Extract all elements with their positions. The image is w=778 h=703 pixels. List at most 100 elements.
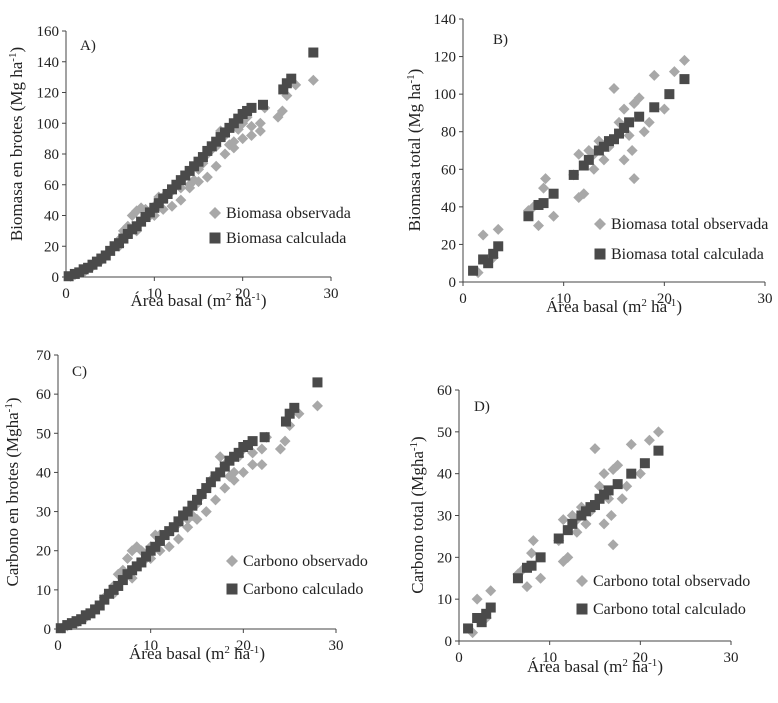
data-point-calculated (173, 516, 184, 527)
data-point-observed (643, 434, 655, 446)
legend-label: Carbono total observado (593, 573, 750, 590)
y-tick-label: 50 (36, 426, 51, 442)
data-point-observed (643, 116, 655, 128)
data-point-observed (210, 160, 222, 172)
data-point-calculated (639, 458, 650, 469)
legend-label: Carbono observado (243, 553, 368, 570)
legend: Carbono observado Carbono calculado (226, 553, 368, 598)
data-point-calculated (219, 461, 230, 472)
legend-label: Biomasa total observada (611, 216, 768, 233)
legend: Biomasa observada Biomasa calculada (209, 205, 351, 247)
y-tick-label: 40 (441, 200, 456, 216)
y-tick-label: 50 (437, 425, 452, 441)
data-point-calculated (533, 199, 544, 210)
data-point-observed (607, 463, 619, 475)
data-point-calculated (94, 600, 105, 611)
data-point-calculated (526, 560, 537, 571)
data-point-calculated (568, 169, 579, 180)
y-tick-label: 160 (37, 24, 60, 40)
data-point-observed (228, 136, 240, 148)
y-tick-label: 30 (36, 505, 51, 521)
data-point-observed (307, 74, 319, 86)
data-point-observed (618, 103, 630, 115)
y-tick-label: 70 (36, 348, 51, 364)
data-point-calculated (224, 455, 235, 466)
data-point-calculated (180, 170, 191, 181)
data-point-observed (237, 133, 249, 145)
data-point-calculated (113, 580, 124, 591)
data-point-calculated (493, 241, 504, 252)
y-axis-title: Biomasa en brotes (Mg ha-1) (7, 47, 26, 241)
y-tick-label: 60 (44, 178, 59, 194)
data-point-observed (274, 443, 286, 455)
data-point-observed (526, 547, 538, 559)
data-point-calculated (233, 447, 244, 458)
y-tick-label: 40 (36, 465, 51, 481)
data-point-observed (538, 182, 550, 194)
data-point-calculated (100, 250, 111, 261)
data-point-observed (122, 553, 133, 565)
data-point-calculated (488, 248, 499, 259)
data-point-calculated (178, 510, 189, 521)
data-point-observed (625, 438, 637, 450)
x-tick-label: 30 (724, 650, 739, 666)
data-point-observed (634, 468, 646, 480)
data-point-calculated (83, 262, 94, 273)
data-point-observed (621, 480, 633, 492)
x-tick-label: 30 (324, 286, 339, 302)
data-point-observed (594, 480, 606, 492)
data-point-calculated (242, 105, 253, 116)
x-axis-title: Área basal (m2 ha-1) (131, 291, 267, 310)
data-point-calculated (609, 134, 619, 145)
data-point-observed (184, 182, 196, 194)
data-point-observed (210, 494, 222, 506)
data-point-calculated (598, 141, 609, 152)
data-point-calculated (144, 207, 155, 218)
chart-panel-d: 0 10 20 30 40 50 60 0 10 20 30 Área basal (m2 ha-1)… (408, 383, 750, 676)
y-tick-label: 40 (44, 209, 59, 225)
data-point-calculated (206, 141, 217, 152)
y-tick-label: 100 (37, 116, 60, 132)
data-point-calculated (118, 233, 129, 244)
x-tick-label: 30 (329, 638, 344, 654)
data-point-calculated (74, 267, 85, 278)
data-point-observed (562, 551, 574, 563)
data-point-observed (219, 482, 231, 494)
data-point-calculated (612, 479, 623, 490)
data-point-calculated (478, 254, 489, 265)
data-point-calculated (201, 483, 212, 494)
data-point-calculated (224, 122, 235, 133)
x-axis-title: Área basal (m2 ha-1) (527, 657, 663, 676)
y-tick-label: 40 (437, 467, 452, 483)
data-point-calculated (634, 111, 645, 122)
legend-label: Biomasa total calculada (611, 246, 764, 263)
data-point-observed (607, 539, 619, 551)
data-point-calculated (171, 179, 182, 190)
x-tick-label: 10 (556, 291, 571, 307)
x-tick-label: 20 (657, 291, 672, 307)
data-point-observed (580, 518, 592, 530)
data-point-observed (540, 173, 552, 185)
data-point-calculated (259, 432, 270, 443)
data-point-observed (228, 142, 240, 154)
data-point-observed (578, 188, 590, 200)
data-point-calculated (286, 73, 297, 84)
data-point-observed (228, 466, 240, 478)
data-point-calculated (205, 477, 216, 488)
data-point-calculated (117, 575, 128, 586)
data-point-observed (247, 447, 259, 459)
data-point-calculated (153, 198, 164, 209)
data-point-calculated (284, 408, 295, 419)
data-point-calculated (280, 416, 291, 427)
data-point-calculated (593, 145, 604, 156)
data-point-calculated (215, 467, 226, 478)
data-point-calculated (141, 551, 152, 562)
data-point-calculated (312, 377, 323, 388)
y-tick-label: 60 (441, 162, 456, 178)
data-point-calculated (189, 161, 200, 172)
data-point-calculated (76, 614, 87, 625)
x-tick-label: 10 (542, 650, 557, 666)
data-point-calculated (162, 188, 173, 199)
data-point-observed (573, 148, 585, 160)
data-point-calculated (483, 258, 494, 269)
